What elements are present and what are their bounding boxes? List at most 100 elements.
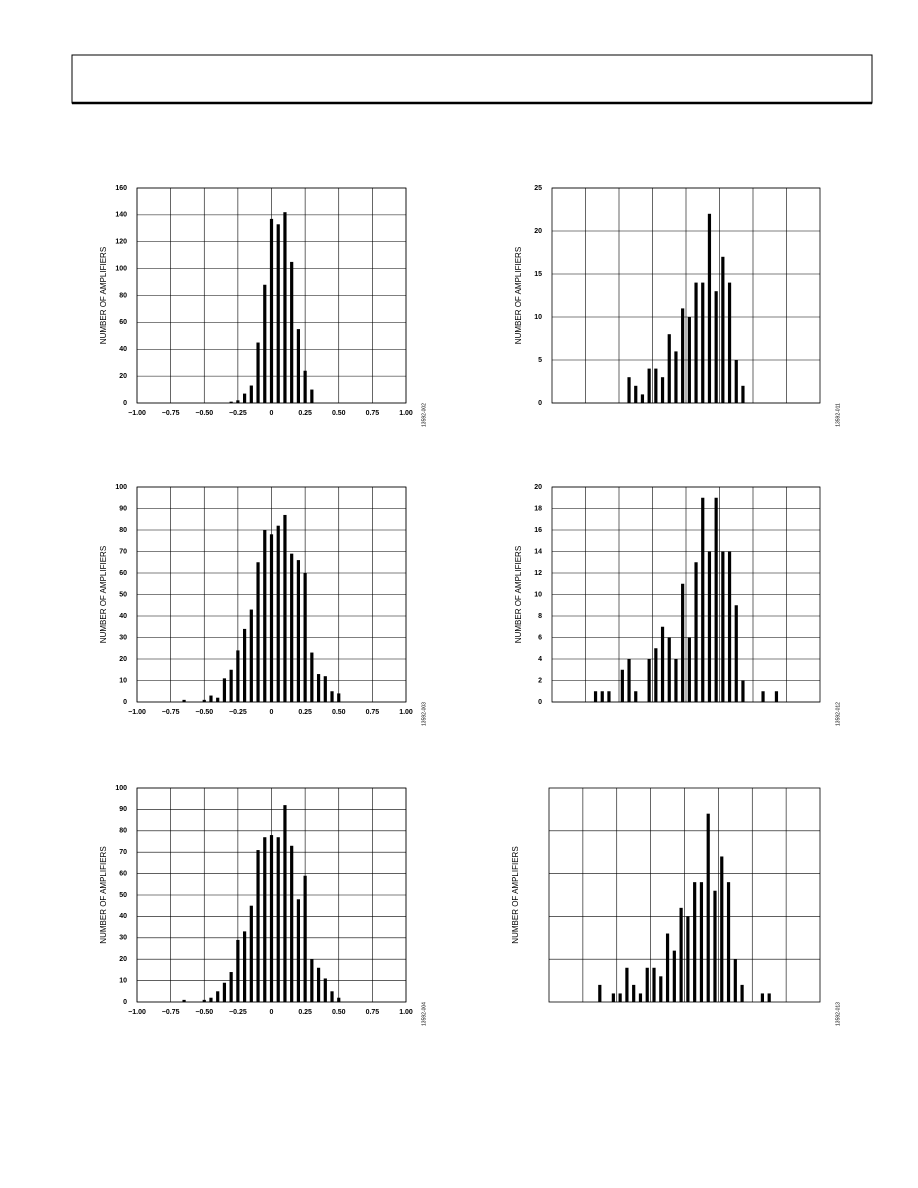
bar <box>701 497 705 702</box>
bar <box>714 497 718 702</box>
x-tick-label: −0.50 <box>195 709 213 716</box>
x-tick-label: 0.50 <box>332 709 346 716</box>
x-tick-label: 1.00 <box>399 709 413 716</box>
plot-frame <box>551 187 821 404</box>
bar <box>310 959 314 1002</box>
bar <box>647 659 651 702</box>
figure-id: 13592-013 <box>835 1002 841 1026</box>
bar <box>767 993 771 1002</box>
bar <box>256 562 260 702</box>
bar <box>276 224 280 403</box>
x-tick-label: −0.75 <box>162 1009 180 1016</box>
bar <box>323 978 327 1002</box>
x-tick-label: 0 <box>270 1009 274 1016</box>
y-tick-label: 12 <box>534 570 542 577</box>
bar <box>303 875 307 1002</box>
bar <box>707 551 712 702</box>
bar <box>182 699 186 702</box>
bar <box>290 553 294 702</box>
bar <box>640 394 645 403</box>
bar <box>316 967 321 1002</box>
y-tick-label: 20 <box>534 228 542 235</box>
y-tick-label: 40 <box>119 346 127 353</box>
y-tick-label: 70 <box>119 849 127 856</box>
bar <box>330 991 334 1002</box>
y-tick-label: 20 <box>119 656 127 663</box>
bar <box>699 882 704 1002</box>
bar <box>229 401 233 403</box>
bar <box>660 377 665 403</box>
bar <box>727 282 732 403</box>
bar <box>713 890 717 1002</box>
y-tick-label: 25 <box>534 185 542 192</box>
x-tick-label: 0.25 <box>298 1009 312 1016</box>
y-tick-label: 10 <box>534 591 542 598</box>
y-tick-label: 4 <box>538 656 542 663</box>
bar <box>687 317 691 403</box>
bar <box>243 393 247 403</box>
bar <box>686 916 690 1002</box>
bar <box>276 837 280 1002</box>
bar <box>632 984 636 1002</box>
bar <box>741 680 745 702</box>
bar <box>310 389 314 403</box>
y-tick-label: 0 <box>123 400 127 407</box>
bar <box>659 976 663 1002</box>
y-tick-label: 10 <box>119 677 127 684</box>
bar <box>694 562 698 702</box>
bar <box>316 674 321 702</box>
bar <box>216 697 220 702</box>
bar <box>263 837 267 1002</box>
bar <box>593 691 598 702</box>
bar <box>243 628 247 702</box>
bar <box>694 282 698 403</box>
bar <box>182 999 186 1002</box>
bar <box>229 972 233 1002</box>
bar <box>654 648 658 702</box>
x-tick-label: 0.50 <box>332 410 346 417</box>
bar <box>620 669 624 702</box>
bar <box>645 967 649 1002</box>
bar <box>627 659 631 702</box>
bar <box>256 850 260 1002</box>
y-tick-label: 100 <box>115 484 127 491</box>
y-tick-label: 16 <box>534 527 542 534</box>
bar <box>741 385 745 403</box>
bar <box>256 342 260 403</box>
y-axis-label: NUMBER OF AMPLIFIERS <box>99 846 108 943</box>
bar <box>222 678 227 702</box>
bar <box>229 669 233 702</box>
y-axis-label: NUMBER OF AMPLIFIERS <box>99 247 108 344</box>
bar <box>222 982 227 1002</box>
x-tick-label: −0.50 <box>195 410 213 417</box>
x-tick-label: −0.75 <box>162 410 180 417</box>
y-tick-label: 70 <box>119 548 127 555</box>
bar <box>598 984 602 1002</box>
bar <box>263 530 267 702</box>
bar <box>681 308 685 403</box>
figure-id: 13592-012 <box>835 702 841 726</box>
y-tick-label: 160 <box>115 185 127 192</box>
x-tick-label: 1.00 <box>399 1009 413 1016</box>
x-tick-label: −0.25 <box>229 709 247 716</box>
bar <box>760 993 765 1002</box>
bar <box>721 551 725 702</box>
y-tick-label: 20 <box>119 373 127 380</box>
x-tick-label: −0.75 <box>162 709 180 716</box>
x-tick-label: 0 <box>270 410 274 417</box>
y-tick-label: 120 <box>115 239 127 246</box>
bar <box>618 993 622 1002</box>
bar <box>236 650 240 702</box>
bar <box>283 212 287 403</box>
bar <box>296 329 300 403</box>
figure-id: 13592-011 <box>835 403 841 427</box>
bar <box>600 691 604 702</box>
bar <box>269 835 274 1002</box>
y-axis-label: NUMBER OF AMPLIFIERS <box>511 846 520 943</box>
y-tick-label: 80 <box>119 828 127 835</box>
bar <box>202 999 206 1002</box>
y-tick-label: 20 <box>119 956 127 963</box>
bar <box>323 676 327 702</box>
bar <box>269 534 274 702</box>
bar <box>687 637 691 702</box>
